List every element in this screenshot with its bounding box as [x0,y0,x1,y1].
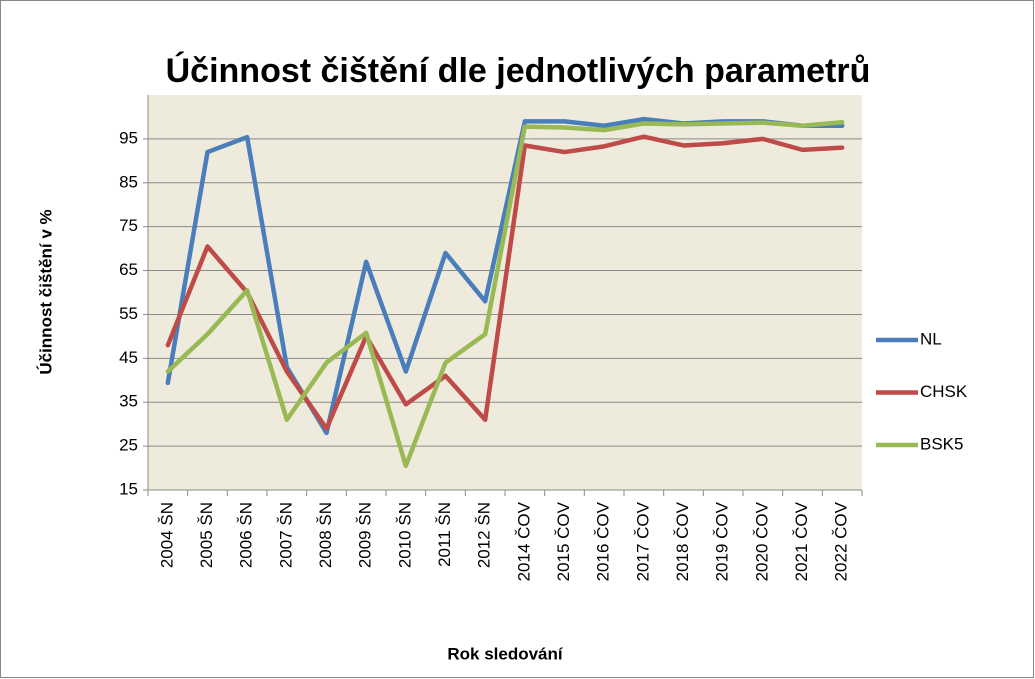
chart-title: Účinnost čištění dle jednotlivých parame… [166,52,871,90]
x-tick-label: 2020 ČOV [752,501,771,581]
x-tick-label: 2015 ČOV [554,501,573,581]
x-tick-label: 2009 ŠN [356,502,375,568]
x-axis-title: Rok sledování [447,644,564,663]
x-tick-label: 2022 ČOV [832,501,851,581]
y-tick-label: 95 [119,128,138,147]
y-tick-label: 45 [119,348,138,367]
legend-label: NL [920,329,942,348]
legend-label: BSK5 [920,434,963,453]
x-tick-label: 2011 ŠN [435,502,454,567]
x-tick-label: 2019 ČOV [713,501,732,581]
y-tick-label: 15 [119,479,138,498]
x-tick-label: 2017 ČOV [633,501,652,581]
x-tick-label: 2021 ČOV [792,501,811,581]
y-tick-label: 55 [119,304,138,323]
x-tick-label: 2014 ČOV [514,501,533,581]
y-tick-label: 25 [119,436,138,455]
series-line [165,119,845,469]
x-tick-label: 2012 ŠN [475,502,494,568]
y-tick-label: 85 [119,172,138,191]
legend-label: CHSK [920,382,968,401]
x-tick-label: 2007 ŠN [276,502,295,568]
x-tick-label: 2010 ŠN [395,502,414,568]
x-tick-label: 2004 ŠN [157,502,176,568]
series-line [165,134,845,431]
y-tick-label: 65 [119,260,138,279]
y-tick-label: 35 [119,392,138,411]
x-tick-label: 2016 ČOV [594,501,613,581]
y-tick-label: 75 [119,216,138,235]
y-axis-title: Účinnost čištění v % [36,209,55,374]
x-tick-label: 2005 ŠN [197,502,216,568]
x-tick-label: 2006 ŠN [237,502,256,568]
x-tick-label: 2008 ŠN [316,502,335,568]
x-tick-label: 2018 ČOV [673,501,692,581]
